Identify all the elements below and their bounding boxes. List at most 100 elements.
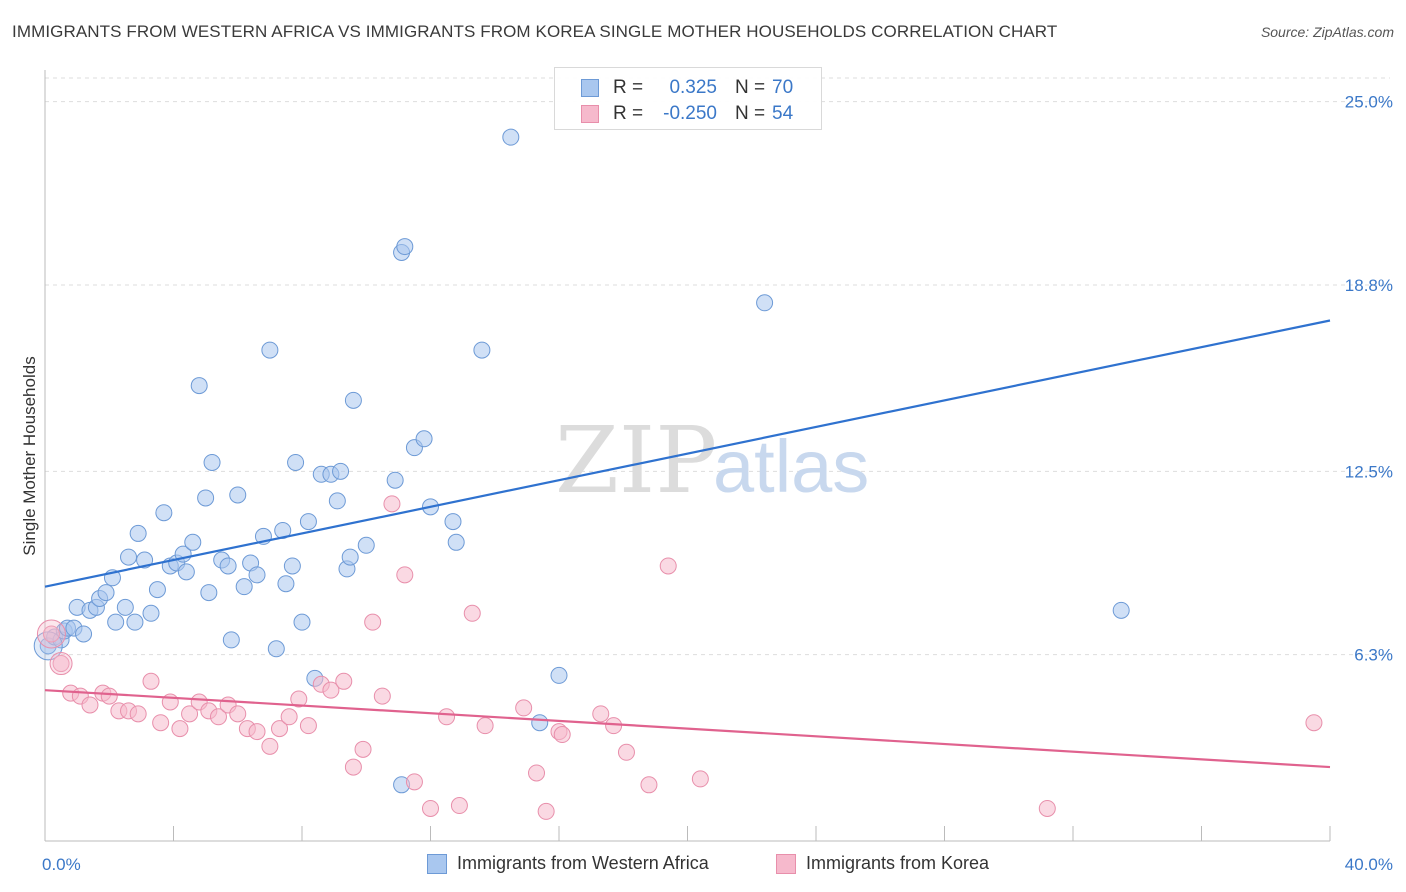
y-tick-label: 18.8% (1345, 276, 1393, 295)
point-korea (528, 764, 546, 782)
point-western-africa (357, 536, 375, 554)
watermark: ZIP atlas (555, 407, 869, 514)
point-western-africa (299, 513, 317, 531)
point-western-africa (219, 557, 237, 575)
point-western-africa (328, 492, 346, 510)
point-western-africa (97, 584, 115, 602)
legend-swatch-korea (776, 854, 796, 874)
point-western-africa (197, 489, 215, 507)
point-korea (299, 717, 317, 735)
point-western-africa (502, 128, 520, 146)
point-korea (181, 705, 199, 723)
trend-lines (44, 319, 1331, 769)
point-western-africa (248, 566, 266, 584)
point-korea (209, 708, 227, 726)
legend-item-korea: Immigrants from Korea (776, 850, 1036, 880)
point-korea (171, 720, 189, 738)
watermark-zip: ZIP (555, 407, 717, 514)
point-korea (605, 717, 623, 735)
point-korea (248, 723, 266, 741)
point-korea (81, 696, 99, 714)
chart-title: IMMIGRANTS FROM WESTERN AFRICA VS IMMIGR… (12, 22, 1058, 41)
stats-row-western-africa: R = 0.325 N = 70 (555, 76, 823, 102)
point-western-africa (229, 486, 247, 504)
point-korea (691, 770, 709, 788)
series2-swatch (581, 105, 599, 123)
n-label: N = (735, 103, 766, 124)
r-label: R = (613, 77, 644, 98)
point-western-africa (332, 462, 350, 480)
point-korea (100, 687, 118, 705)
point-western-africa (177, 563, 195, 581)
point-western-africa (550, 666, 568, 684)
point-korea (36, 619, 66, 649)
point-korea (373, 687, 391, 705)
point-western-africa (531, 714, 549, 732)
point-korea (129, 705, 147, 723)
point-korea (280, 708, 298, 726)
point-korea (229, 705, 247, 723)
point-western-africa (396, 238, 414, 256)
point-western-africa (447, 533, 465, 551)
point-korea (553, 726, 571, 744)
y-tick-label: 12.5% (1345, 462, 1393, 481)
point-korea (271, 720, 289, 738)
point-korea (261, 737, 279, 755)
point-western-africa (344, 391, 362, 409)
point-western-africa (203, 453, 221, 471)
r-label: R = (613, 103, 644, 124)
point-korea (49, 652, 73, 676)
series1-swatch (581, 79, 599, 97)
point-korea (659, 557, 677, 575)
point-western-africa (444, 513, 462, 531)
point-korea (405, 773, 423, 791)
point-korea (592, 705, 610, 723)
point-western-africa (287, 453, 305, 471)
point-western-africa (116, 598, 134, 616)
point-western-africa (386, 471, 404, 489)
point-korea (364, 613, 382, 631)
series-western-africa-points (33, 128, 1130, 794)
point-korea (383, 495, 401, 513)
point-korea (142, 672, 160, 690)
n-label: N = (735, 77, 766, 98)
point-korea (52, 655, 70, 673)
legend-label-korea: Immigrants from Korea (806, 853, 990, 873)
chart-legend: Immigrants from Western Africa Immigrant… (0, 850, 1406, 880)
correlation-stats-box: R = 0.325 N = 70 R = -0.250 N = 54 (554, 67, 822, 130)
point-western-africa (142, 604, 160, 622)
n-value: 54 (772, 103, 794, 124)
x-tick-label: 40.0% (1345, 855, 1393, 874)
point-korea (640, 776, 658, 794)
point-western-africa (283, 557, 301, 575)
point-korea (515, 699, 533, 717)
point-western-africa (222, 631, 240, 649)
point-korea (450, 797, 468, 815)
tick-labels: 6.3% 12.5% 18.8% 25.0% 0.0% 40.0% (42, 93, 1393, 874)
point-western-africa (415, 430, 433, 448)
legend-label-western-africa: Immigrants from Western Africa (457, 853, 709, 873)
point-korea (422, 799, 439, 817)
r-value: 0.325 (669, 77, 717, 98)
point-korea (152, 714, 170, 732)
point-western-africa (75, 625, 93, 643)
point-western-africa (126, 613, 144, 631)
point-western-africa (261, 341, 279, 359)
y-tick-label: 25.0% (1345, 93, 1393, 112)
legend-item-western-africa: Immigrants from Western Africa (427, 850, 757, 880)
stats-row-korea: R = -0.250 N = 54 (555, 102, 823, 128)
point-korea (290, 690, 308, 708)
legend-swatch-western-africa (427, 854, 447, 874)
point-western-africa (155, 504, 173, 522)
point-western-africa (184, 533, 202, 551)
point-western-africa (148, 581, 166, 599)
point-western-africa (277, 575, 295, 593)
point-western-africa (473, 341, 491, 359)
axes (44, 70, 1331, 842)
point-korea (463, 604, 481, 622)
point-korea (322, 681, 340, 699)
point-western-africa (267, 640, 285, 658)
point-western-africa (200, 584, 218, 602)
point-korea (344, 758, 362, 776)
